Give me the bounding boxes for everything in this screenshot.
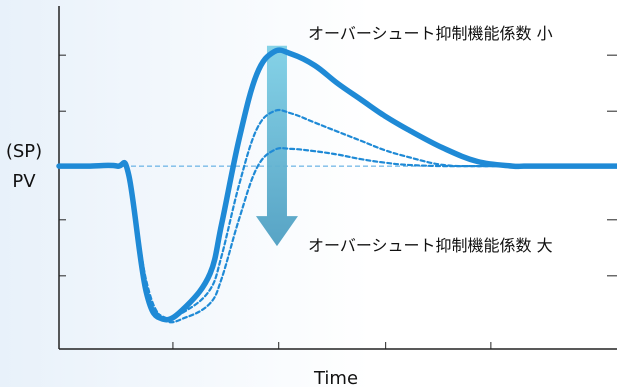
arrow-layer xyxy=(255,45,298,247)
y-label-pv: PV xyxy=(12,171,36,192)
annotation-small: オーバーシュート抑制機能係数 小 xyxy=(308,24,553,43)
annotation-large: オーバーシュート抑制機能係数 大 xyxy=(308,236,553,255)
series-line-solid xyxy=(56,47,617,323)
x-axis-label: Time xyxy=(313,368,358,387)
arrow-down xyxy=(255,45,298,247)
axes xyxy=(58,6,617,350)
y-label-sp: (SP) xyxy=(6,141,42,162)
series-layer xyxy=(56,47,617,324)
axis-ticks xyxy=(59,54,617,349)
